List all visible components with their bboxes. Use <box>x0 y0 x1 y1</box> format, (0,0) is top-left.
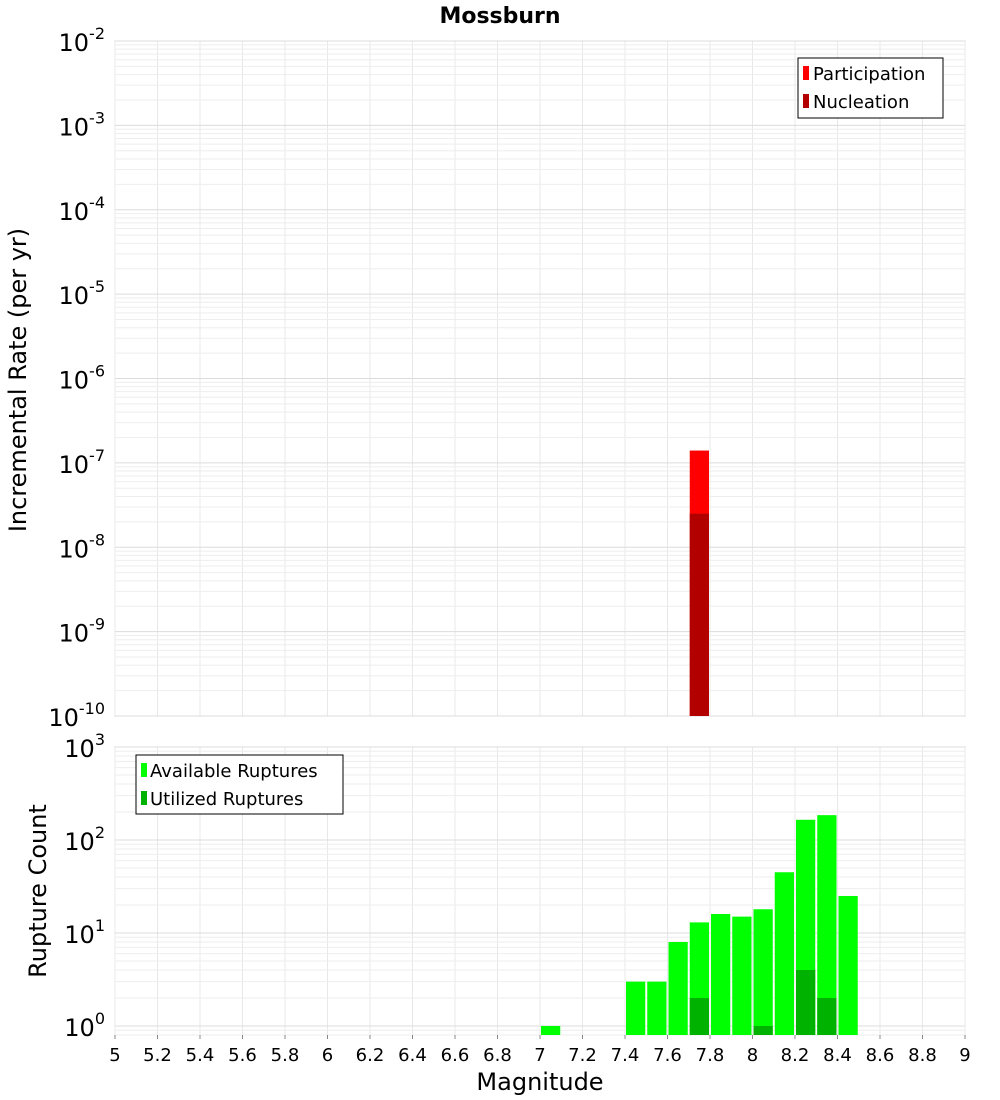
count-bar-primary <box>774 872 794 1035</box>
rate-y-tick-label: 10-5 <box>59 277 106 310</box>
count-panel: 100 101 102 103 5 5.2 5.4 5.6 5.8 6 6.2 6.4 6.6 6.8 7… <box>24 730 971 1096</box>
x-tick-label: 8 <box>747 1045 758 1066</box>
x-axis-title: Magnitude <box>476 1068 603 1096</box>
x-tick-label: 5 <box>109 1045 120 1066</box>
count-y-tick-label: 102 <box>64 823 105 856</box>
chart-title: Mossburn <box>439 4 560 29</box>
x-tick-label: 6.2 <box>356 1045 385 1066</box>
count-bar-primary <box>541 1025 561 1035</box>
x-tick-label: 6.4 <box>398 1045 427 1066</box>
x-tick-labels: 5 5.2 5.4 5.6 5.8 6 6.2 6.4 6.6 6.8 7 7.2 7.4 7.6 7.8 8… <box>109 1035 971 1066</box>
count-legend-box <box>135 754 344 815</box>
x-tick-label: 8.8 <box>908 1045 937 1066</box>
rate-y-tick-label: 10-2 <box>59 24 106 57</box>
x-tick-label: 7.4 <box>611 1045 640 1066</box>
x-tick-label: 6.6 <box>441 1045 470 1066</box>
x-tick-label: 8.2 <box>781 1045 810 1066</box>
count-bar-primary <box>732 916 752 1035</box>
legend-label-available: Available Ruptures <box>150 761 318 782</box>
x-tick-label: 5.6 <box>228 1045 257 1066</box>
rate-panel: 10-10 10-9 10-8 10-7 10-6 10-5 10-4 10-3 10-2 Mo… <box>4 4 966 732</box>
x-tick-label: 8.6 <box>866 1045 895 1066</box>
x-tick-label: 8.4 <box>823 1045 852 1066</box>
x-tick-label: 7.6 <box>653 1045 682 1066</box>
legend-swatch-nucleation <box>803 94 809 108</box>
legend-swatch-available <box>141 763 147 777</box>
count-bar-primary <box>711 914 731 1035</box>
count-bar-primary <box>753 909 773 1035</box>
x-tick-label: 5.2 <box>143 1045 172 1066</box>
x-tick-label: 6.8 <box>483 1045 512 1066</box>
legend-swatch-participation <box>803 66 809 80</box>
x-tick-label: 7.2 <box>568 1045 597 1066</box>
x-tick-label: 9 <box>959 1045 970 1066</box>
count-bar-primary <box>838 895 858 1035</box>
rate-y-tick-label: 10-3 <box>59 108 106 141</box>
x-tick-label: 5.8 <box>271 1045 300 1066</box>
count-y-tick-label: 101 <box>64 916 105 949</box>
count-y-tick-label: 100 <box>64 1009 105 1042</box>
rate-y-tick-label: 10-6 <box>59 362 106 395</box>
legend-swatch-utilized <box>141 791 147 805</box>
legend-label-nucleation: Nucleation <box>813 92 909 113</box>
rate-y-tick-label: 10-7 <box>59 446 106 479</box>
rate-y-tick-label: 10-8 <box>59 530 106 563</box>
count-bars <box>541 815 858 1035</box>
count-bar-secondary <box>689 997 709 1035</box>
count-bar-primary <box>668 942 688 1035</box>
x-tick-label: 6 <box>322 1045 333 1066</box>
count-y-tick-label: 103 <box>64 730 105 763</box>
count-bar-primary <box>817 815 837 1035</box>
count-y-tick-labels: 100 101 102 103 <box>64 730 105 1042</box>
rate-bars <box>689 450 709 716</box>
count-bar-primary <box>626 981 646 1035</box>
rate-y-tick-label: 10-9 <box>59 615 106 648</box>
count-y-axis-title: Rupture Count <box>24 804 52 978</box>
rate-y-tick-label: 10-10 <box>48 699 105 732</box>
rate-legend-box <box>797 57 944 119</box>
x-tick-label: 7.8 <box>696 1045 725 1066</box>
rate-y-tick-labels: 10-10 10-9 10-8 10-7 10-6 10-5 10-4 10-3 10-2 <box>48 24 105 732</box>
count-bar-primary <box>647 981 667 1035</box>
rate-y-axis-title: Incremental Rate (per yr) <box>4 228 32 532</box>
rate-grid <box>114 40 966 717</box>
count-bar-secondary <box>817 997 837 1035</box>
legend-label-participation: Participation <box>813 64 925 85</box>
rate-legend: Participation Nucleation <box>797 57 944 119</box>
x-tick-label: 7 <box>534 1045 545 1066</box>
x-tick-label: 5.4 <box>186 1045 215 1066</box>
count-bar-secondary <box>753 1025 773 1035</box>
rate-bar-secondary <box>689 513 709 716</box>
count-legend: Available Ruptures Utilized Ruptures <box>135 754 344 815</box>
legend-label-utilized: Utilized Ruptures <box>150 789 303 810</box>
rate-y-tick-label: 10-4 <box>59 193 106 226</box>
count-bar-secondary <box>796 969 816 1035</box>
